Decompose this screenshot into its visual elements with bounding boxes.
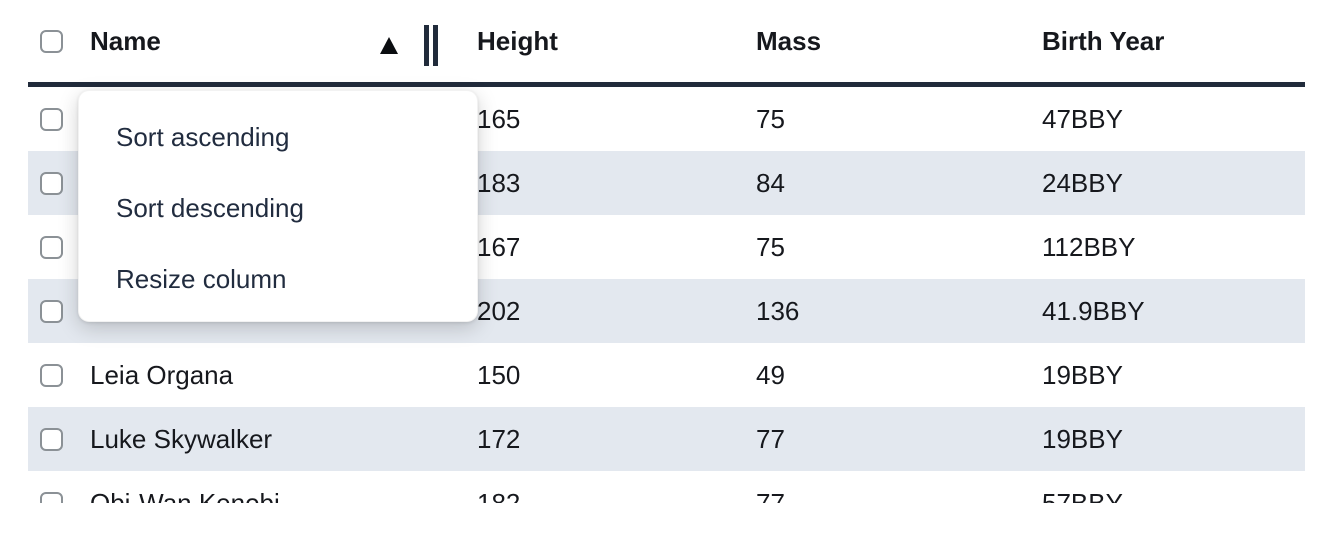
table-row[interactable]: 165 75 47BBY <box>28 87 1305 151</box>
cell-height: 202 <box>477 295 521 326</box>
menu-item-sort-descending[interactable]: Sort descending <box>116 193 304 223</box>
sort-ascending-icon <box>380 37 398 54</box>
cell-height: 183 <box>477 167 521 198</box>
column-header-name[interactable]: Name <box>76 0 461 82</box>
cell-birth-year: 24BBY <box>1042 167 1123 198</box>
row-checkbox[interactable] <box>40 427 63 451</box>
column-header-height-label: Height <box>477 25 558 56</box>
cell-height: 172 <box>477 423 521 454</box>
row-checkbox[interactable] <box>40 171 63 195</box>
table-row[interactable]: Leia Organa 150 49 19BBY <box>28 343 1305 407</box>
table-header-row: Name Height Mass Birth Year <box>28 0 1305 87</box>
row-checkbox[interactable] <box>40 491 63 503</box>
select-all-checkbox[interactable] <box>40 29 63 53</box>
cell-mass: 49 <box>756 359 785 390</box>
cell-birth-year: 19BBY <box>1042 359 1123 390</box>
column-context-menu: Sort ascending Sort descending Resize co… <box>78 90 478 322</box>
cell-mass: 75 <box>756 231 785 262</box>
column-header-birth-year-label: Birth Year <box>1042 25 1165 56</box>
column-header-name-label: Name <box>90 25 161 56</box>
cell-height: 165 <box>477 103 521 134</box>
cell-birth-year: 112BBY <box>1042 231 1136 262</box>
cell-birth-year: 19BBY <box>1042 423 1123 454</box>
cell-birth-year: 47BBY <box>1042 103 1123 134</box>
menu-item-sort-ascending[interactable]: Sort ascending <box>116 122 290 152</box>
cell-height: 150 <box>477 359 521 390</box>
row-checkbox[interactable] <box>40 107 63 131</box>
table-row[interactable]: Luke Skywalker 172 77 19BBY <box>28 407 1305 471</box>
column-header-mass-label: Mass <box>756 25 822 56</box>
column-header-mass[interactable]: Mass <box>740 0 1026 82</box>
cell-height: 182 <box>477 487 521 504</box>
column-resize-handle[interactable] <box>424 25 438 66</box>
cell-birth-year: 41.9BBY <box>1042 295 1145 326</box>
table-row[interactable]: 167 75 112BBY <box>28 215 1305 279</box>
cell-birth-year: 57BBY <box>1042 487 1123 504</box>
cell-mass: 75 <box>756 103 785 134</box>
cell-name: Luke Skywalker <box>90 423 273 454</box>
column-header-height[interactable]: Height <box>461 0 740 82</box>
cell-mass: 77 <box>756 423 785 454</box>
menu-item-resize-column[interactable]: Resize column <box>116 264 287 294</box>
column-header-birth-year[interactable]: Birth Year <box>1026 0 1305 82</box>
cell-name: Obi-Wan Kenobi <box>90 487 280 504</box>
cell-mass: 84 <box>756 167 785 198</box>
cell-name: Leia Organa <box>90 359 234 390</box>
header-checkbox-cell <box>28 0 76 82</box>
cell-mass: 77 <box>756 487 785 504</box>
cell-height: 167 <box>477 231 521 262</box>
row-checkbox[interactable] <box>40 299 63 323</box>
table-row[interactable]: Obi-Wan Kenobi 182 77 57BBY <box>28 471 1305 503</box>
row-checkbox[interactable] <box>40 235 63 259</box>
row-checkbox[interactable] <box>40 363 63 387</box>
cell-mass: 136 <box>756 295 800 326</box>
